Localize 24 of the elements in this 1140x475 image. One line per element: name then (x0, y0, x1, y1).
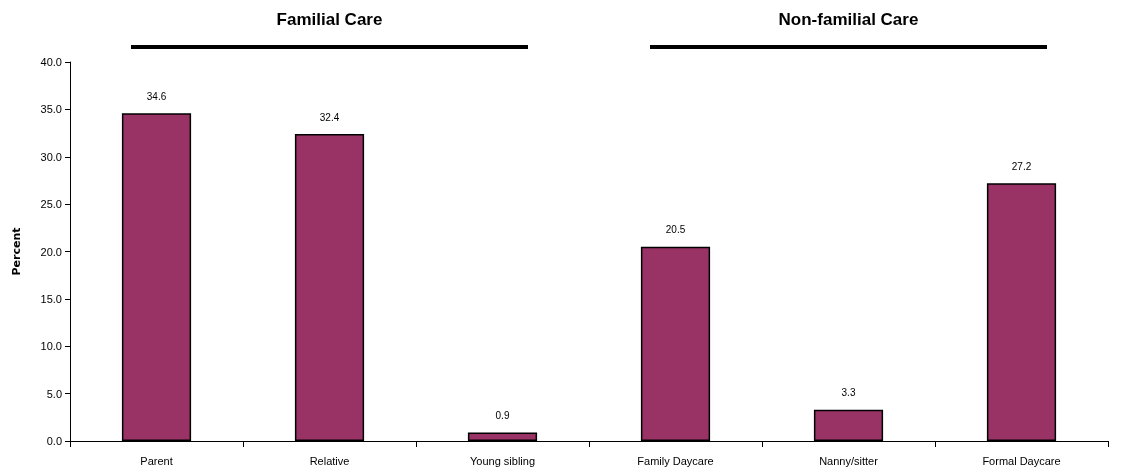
y-tick-label: 5.0 (46, 387, 62, 400)
y-tick-label: 25.0 (40, 198, 62, 211)
text: Non-familial Care (777, 10, 920, 30)
x-tick-label: Parent (140, 454, 173, 467)
data-label: 27.2 (1011, 160, 1032, 172)
data-label: 20.5 (665, 224, 686, 236)
y-tick-label: 30.0 (40, 150, 62, 163)
y-tick-label: 35.0 (40, 103, 62, 116)
y-tick-label: 0.0 (46, 435, 62, 447)
y-tick-label: 40.0 (40, 56, 62, 68)
x-tick-label: Formal Daycare (982, 454, 1061, 467)
x-tick-label: Relative (309, 454, 350, 467)
y-tick-label: 15.0 (40, 292, 62, 305)
x-tick-label: Family Daycare (637, 454, 714, 467)
y-tick-label: 10.0 (40, 340, 62, 353)
data-label: 34.6 (146, 90, 167, 102)
y-axis-title: Percent (10, 227, 23, 276)
data-label: 0.9 (495, 409, 510, 421)
data-label: 32.4 (319, 111, 340, 123)
data-label: 3.3 (841, 387, 856, 399)
y-tick-label: 20.0 (40, 245, 62, 258)
x-tick-label: Young sibling (469, 454, 536, 467)
x-tick-label: Nanny/sitter (819, 454, 879, 467)
text: Familial Care (275, 10, 384, 30)
